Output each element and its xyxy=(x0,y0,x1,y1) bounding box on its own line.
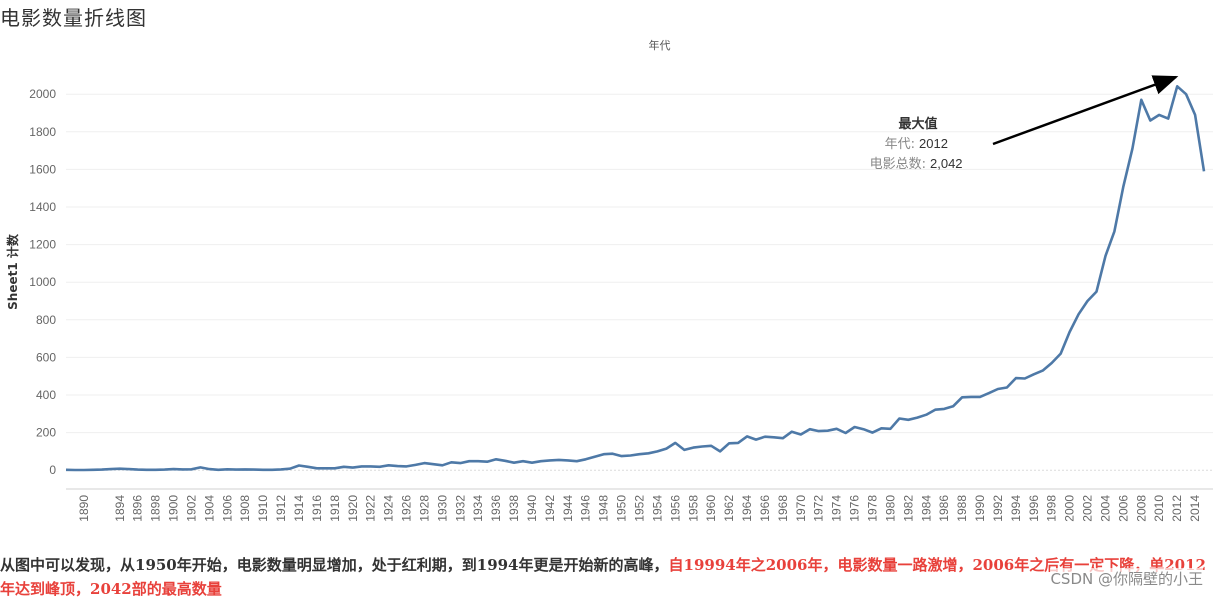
x-tick-label: 1910 xyxy=(256,495,270,522)
x-tick-label: 2004 xyxy=(1098,495,1112,522)
analysis-caption: 从图中可以发现，从1950年开始，电影数量明显增加，处于红利期，到1994年更是… xyxy=(0,553,1217,600)
x-tick-label: 1968 xyxy=(776,495,790,522)
annotation-arrow xyxy=(992,75,1179,146)
annotation-y-key: 电影总数: xyxy=(870,157,926,172)
x-tick-label: 2008 xyxy=(1134,495,1148,522)
x-tick-label: 1994 xyxy=(1009,495,1023,522)
x-tick-label: 1930 xyxy=(435,495,449,522)
page-title: 电影数量折线图 xyxy=(0,6,147,30)
x-tick-label: 1990 xyxy=(973,495,987,522)
x-tick-label: 1958 xyxy=(686,495,700,522)
x-tick-label: 1924 xyxy=(382,495,396,522)
x-tick-label: 1936 xyxy=(489,495,503,522)
x-tick-label: 1996 xyxy=(1027,495,1041,522)
x-tick-label: 1928 xyxy=(417,495,431,522)
x-tick-label: 1970 xyxy=(794,495,808,522)
x-tick-label: 1974 xyxy=(830,495,844,522)
x-tick-label: 1962 xyxy=(722,495,736,522)
x-tick-label: 1898 xyxy=(149,495,163,522)
x-tick-label: 1944 xyxy=(561,495,575,522)
x-tick-label: 1920 xyxy=(346,495,360,522)
x-tick-label: 1956 xyxy=(668,495,682,522)
x-tick-label: 1978 xyxy=(865,495,879,522)
x-tick-label: 1960 xyxy=(704,495,718,522)
x-tick-label: 2002 xyxy=(1081,495,1095,522)
x-tick-label: 1896 xyxy=(131,495,145,522)
x-tick-label: 1890 xyxy=(77,495,91,522)
x-tick-label: 1914 xyxy=(292,495,306,522)
x-tick-label: 1922 xyxy=(364,495,378,522)
x-tick-label: 1940 xyxy=(525,495,539,522)
x-tick-label: 1988 xyxy=(955,495,969,522)
x-tick-label: 2012 xyxy=(1170,495,1184,522)
y-tick-label: 1000 xyxy=(29,275,56,289)
series-line xyxy=(65,85,1206,472)
y-tick-label: 400 xyxy=(36,388,56,402)
annotation-x-value: 2012 xyxy=(919,136,948,151)
annotation-y-value: 2,042 xyxy=(930,156,963,171)
x-tick-label: 1926 xyxy=(400,495,414,522)
x-tick-label: 1938 xyxy=(507,495,521,522)
x-tick-label: 1946 xyxy=(579,495,593,522)
y-tick-label: 1600 xyxy=(29,162,56,176)
x-tick-label: 1954 xyxy=(650,495,664,522)
annotation-x-key: 年代: xyxy=(885,137,915,152)
x-tick-label: 1950 xyxy=(615,495,629,522)
x-tick-label: 1934 xyxy=(471,495,485,522)
x-tick-label: 1942 xyxy=(543,495,557,522)
x-tick-label: 1906 xyxy=(220,495,234,522)
x-tick-label: 1912 xyxy=(274,495,288,522)
x-tick-label: 1904 xyxy=(202,495,216,522)
line-chart: 年代 0 200 400 600 800 1000 1200 1400 1600 1800 2000 1… xyxy=(5,38,1213,522)
caption-text: 从图中可以发现，从1950年开始，电影数量明显增加，处于红利期，到1994年更是… xyxy=(0,556,669,574)
x-tick-label: 1984 xyxy=(919,495,933,522)
x-tick-label: 2010 xyxy=(1152,495,1166,522)
x-tick-label: 1918 xyxy=(328,495,342,522)
x-axis-title: 年代 xyxy=(649,38,671,52)
x-tick-label: 1972 xyxy=(812,495,826,522)
x-tick-label: 1986 xyxy=(937,495,951,522)
y-tick-label: 2000 xyxy=(29,87,56,101)
y-tick-label: 800 xyxy=(36,313,56,327)
x-tick-label: 1908 xyxy=(238,495,252,522)
x-tick-label: 2014 xyxy=(1188,495,1202,522)
y-tick-label: 1800 xyxy=(29,125,56,139)
y-tick-label: 200 xyxy=(36,426,56,440)
x-tick-label: 1998 xyxy=(1045,495,1059,522)
x-tick-label: 1916 xyxy=(310,495,324,522)
x-tick-label: 1992 xyxy=(991,495,1005,522)
x-tick-label: 1948 xyxy=(597,495,611,522)
y-tick-label: 1200 xyxy=(29,238,56,252)
x-tick-label: 1932 xyxy=(453,495,467,522)
y-tick-label: 600 xyxy=(36,350,56,364)
annotation-title: 最大值 xyxy=(898,116,937,132)
x-tick-label: 1900 xyxy=(167,495,181,522)
x-tick-label: 1976 xyxy=(848,495,862,522)
y-tick-label: 0 xyxy=(49,463,56,477)
x-tick-label: 1966 xyxy=(758,495,772,522)
y-tick-label: 1400 xyxy=(29,200,56,214)
x-tick-label: 1902 xyxy=(184,495,198,522)
csdn-watermark: CSDN @你隔壁的小王 xyxy=(1050,568,1203,589)
x-tick-label: 2006 xyxy=(1116,495,1130,522)
x-tick-label: 1980 xyxy=(883,495,897,522)
x-tick-label: 1964 xyxy=(740,495,754,522)
x-tick-label: 1894 xyxy=(113,495,127,522)
x-tick-label: 2000 xyxy=(1063,495,1077,522)
y-axis-title: Sheet1 计数 xyxy=(5,233,20,310)
x-tick-label: 1952 xyxy=(633,495,647,522)
x-tick-label: 1982 xyxy=(901,495,915,522)
